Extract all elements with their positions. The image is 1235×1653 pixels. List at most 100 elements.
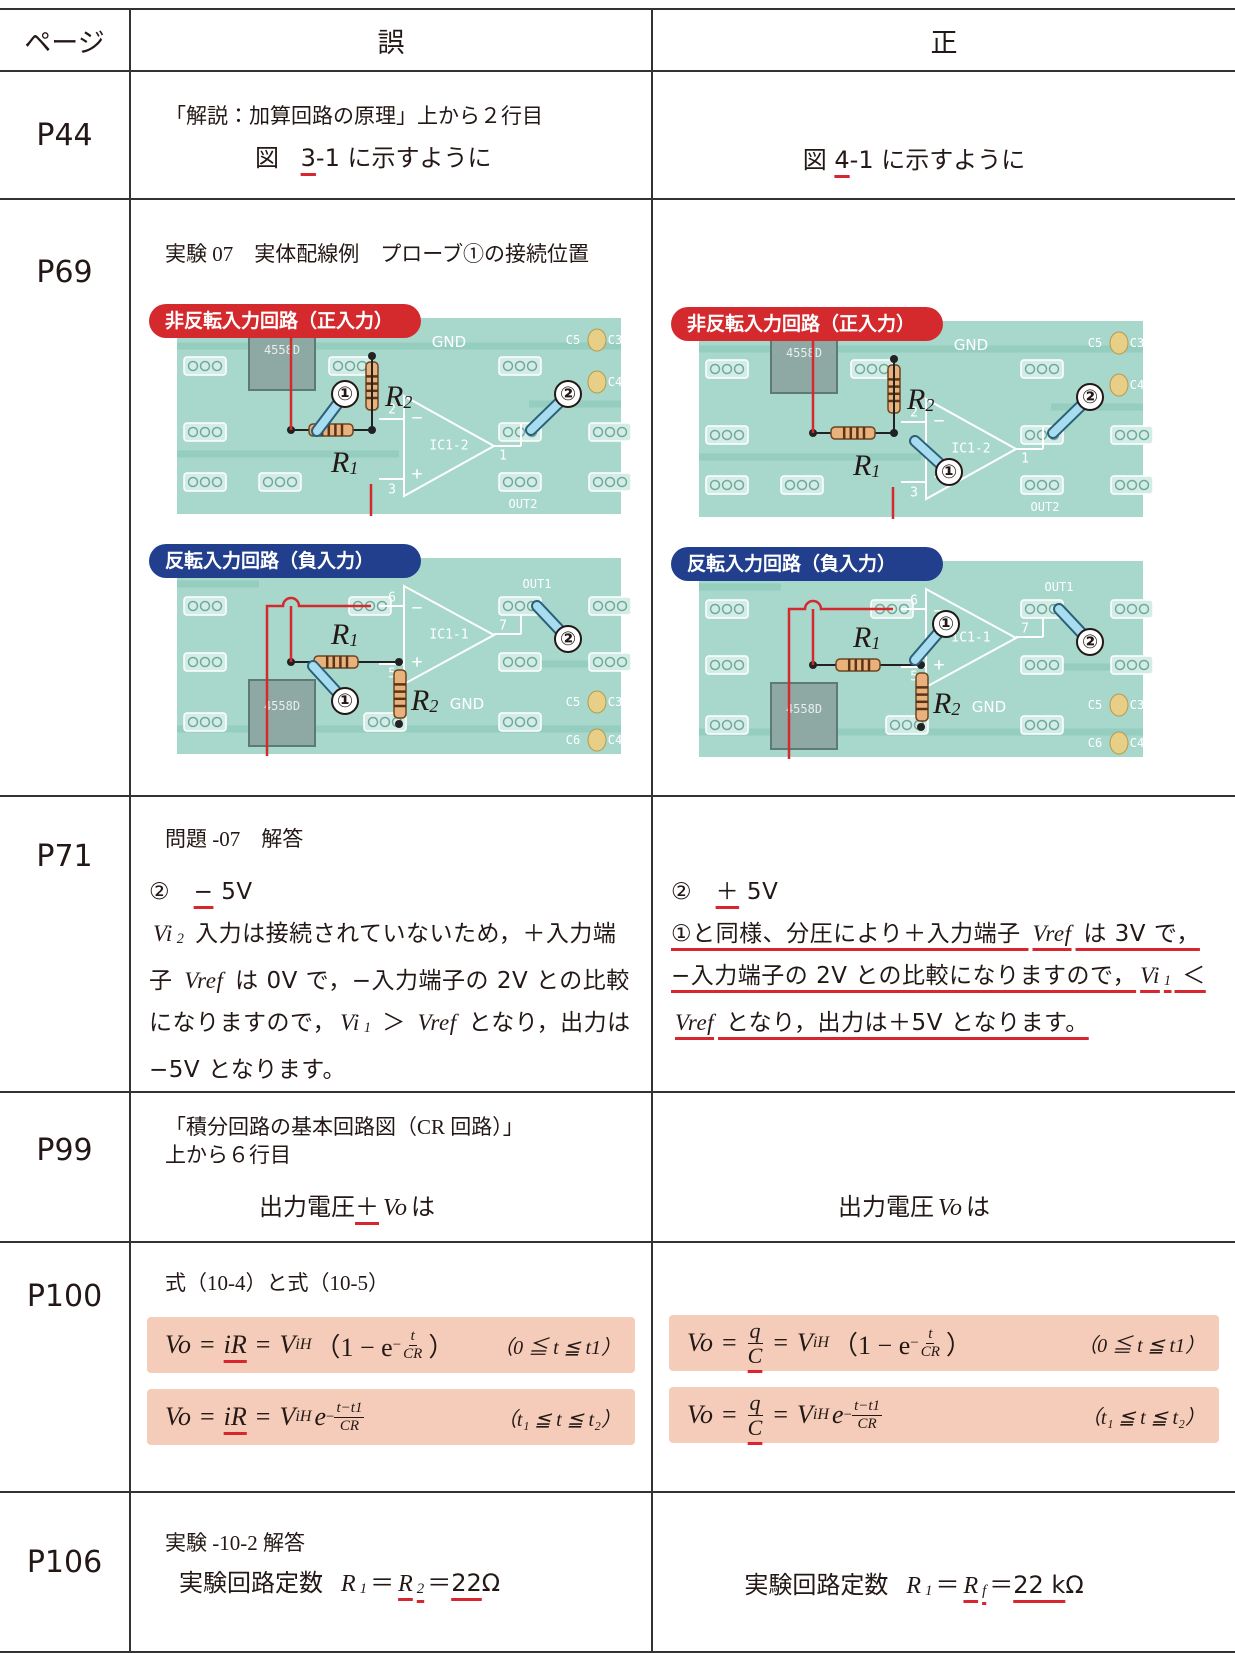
pad	[588, 652, 632, 672]
resistor	[393, 669, 407, 719]
pad-hole	[721, 479, 733, 491]
text-segment: Vi	[153, 921, 173, 946]
pad-hole	[199, 476, 211, 488]
probe-marker	[331, 687, 359, 715]
text-piece: q	[747, 1389, 763, 1416]
text-piece: −	[910, 1334, 919, 1351]
cell: 問題 -07 解答 ② − 5V Vi 2 入力は接続されていないため，＋入力端子…	[129, 794, 652, 1094]
text-segment: 1	[359, 1581, 368, 1598]
op-amp	[403, 584, 497, 686]
cell: 図 4-1 に示すように	[651, 70, 1235, 200]
wire	[901, 608, 1044, 668]
capacitor	[587, 728, 607, 752]
pad-hole	[1126, 479, 1138, 491]
diagram-label: ②	[560, 628, 576, 650]
pad-hole	[796, 479, 808, 491]
text-piece: − t−t1 CR	[326, 1400, 365, 1434]
pad-hole	[344, 360, 356, 372]
pad-hole	[514, 600, 526, 612]
pad	[588, 472, 632, 492]
capacitor	[587, 690, 607, 714]
text-piece: （t₁ ≦ t ≦ t₂）	[496, 1408, 621, 1431]
solder-dot	[890, 429, 898, 437]
explanation: Vi 2 入力は接続されていないため，＋入力端子 Vref は 0V で，−入力端…	[149, 913, 633, 1090]
pad-hole	[733, 429, 745, 441]
text-piece: t CR	[401, 1328, 424, 1362]
diagram-label: ②	[1082, 631, 1098, 653]
pad-hole	[1036, 603, 1048, 615]
pad-hole	[211, 600, 223, 612]
text-piece: V	[279, 1402, 296, 1432]
text-piece: =	[722, 1400, 737, 1430]
diagram-label: IC1-2	[951, 442, 990, 457]
pad-hole	[709, 603, 721, 615]
diagram-label: ①	[337, 690, 353, 712]
pad	[183, 422, 227, 442]
wire	[379, 418, 522, 480]
row: P44 「解説：加算回路の原理」上から２行目 図 3-1 に示すように 図 4-…	[0, 70, 1235, 200]
solder-dot	[368, 426, 376, 434]
diagram-label: 5	[388, 667, 396, 682]
pad-hole	[514, 360, 526, 372]
pad-hole	[1126, 603, 1138, 615]
diagram-label: +	[412, 652, 423, 673]
pad-hole	[721, 719, 733, 731]
pad	[1020, 715, 1064, 735]
text-segment: ＝	[935, 1571, 960, 1600]
solder-dot	[395, 720, 403, 728]
diagram-label: OUT1	[523, 577, 552, 591]
text-segment: R	[341, 1571, 356, 1598]
text-piece: e	[832, 1400, 844, 1430]
text-segment: 出力電圧	[259, 1193, 355, 1222]
pad-hole	[616, 656, 628, 668]
pad-hole	[502, 656, 514, 668]
text-segment: Vref	[1032, 921, 1072, 946]
wiring-diagram: 4558DIC1-2231−+GNDOUT2C5C3C4R2R1非反転入力回路（…	[671, 307, 1154, 759]
diagram-label: 6	[388, 591, 396, 606]
diagram-label: OUT1	[1045, 580, 1074, 594]
diagram-label: 反転入力回路（負入力）	[165, 549, 374, 572]
diagram-label: OUT2	[509, 497, 538, 511]
pad	[1020, 475, 1064, 495]
text: 図 3-1 に示すように	[255, 138, 651, 173]
pad-hole	[199, 600, 211, 612]
resistor-index: 1	[349, 630, 358, 650]
text-segment: Vref	[417, 1010, 457, 1036]
pad-hole	[1036, 719, 1048, 731]
text-piece: （0 ≦ t ≦ t1）	[493, 1336, 621, 1359]
text-piece: t−t1	[334, 1400, 365, 1418]
resistor-label: R1	[330, 446, 358, 479]
solder-dot	[395, 658, 403, 666]
diagram-label: GND	[432, 333, 466, 351]
resistor-index: 1	[349, 458, 358, 478]
pad-hole	[199, 656, 211, 668]
wire	[901, 421, 1044, 483]
text-piece: −	[843, 1406, 853, 1423]
text-segment: Vi	[1140, 963, 1160, 988]
probe-marker	[935, 458, 963, 486]
probe-marker	[1076, 628, 1104, 656]
text-piece: ページ 誤 正 P44 「解説：加算回路の原理」上から２行目 図 3-1 に示す…	[0, 8, 1235, 1653]
text-piece: V	[279, 1330, 296, 1360]
resistor	[830, 426, 876, 440]
text: 実験回路定数 R 1 ＝ R 2 ＝22Ω	[179, 1563, 651, 1598]
header: 誤	[129, 8, 652, 72]
pad	[183, 356, 227, 376]
pad-hole	[199, 716, 211, 728]
text-piece: t−t1	[852, 1398, 883, 1416]
text: 図 4-1 に示すように	[654, 140, 1235, 175]
pad-hole	[616, 476, 628, 488]
pad-hole	[514, 716, 526, 728]
pad-hole	[784, 479, 796, 491]
diagram-label: −	[412, 598, 423, 619]
pad-hole	[286, 476, 298, 488]
pad-hole	[187, 716, 199, 728]
diagram-label: 2	[910, 406, 918, 421]
resistor-label: R2	[932, 687, 960, 720]
